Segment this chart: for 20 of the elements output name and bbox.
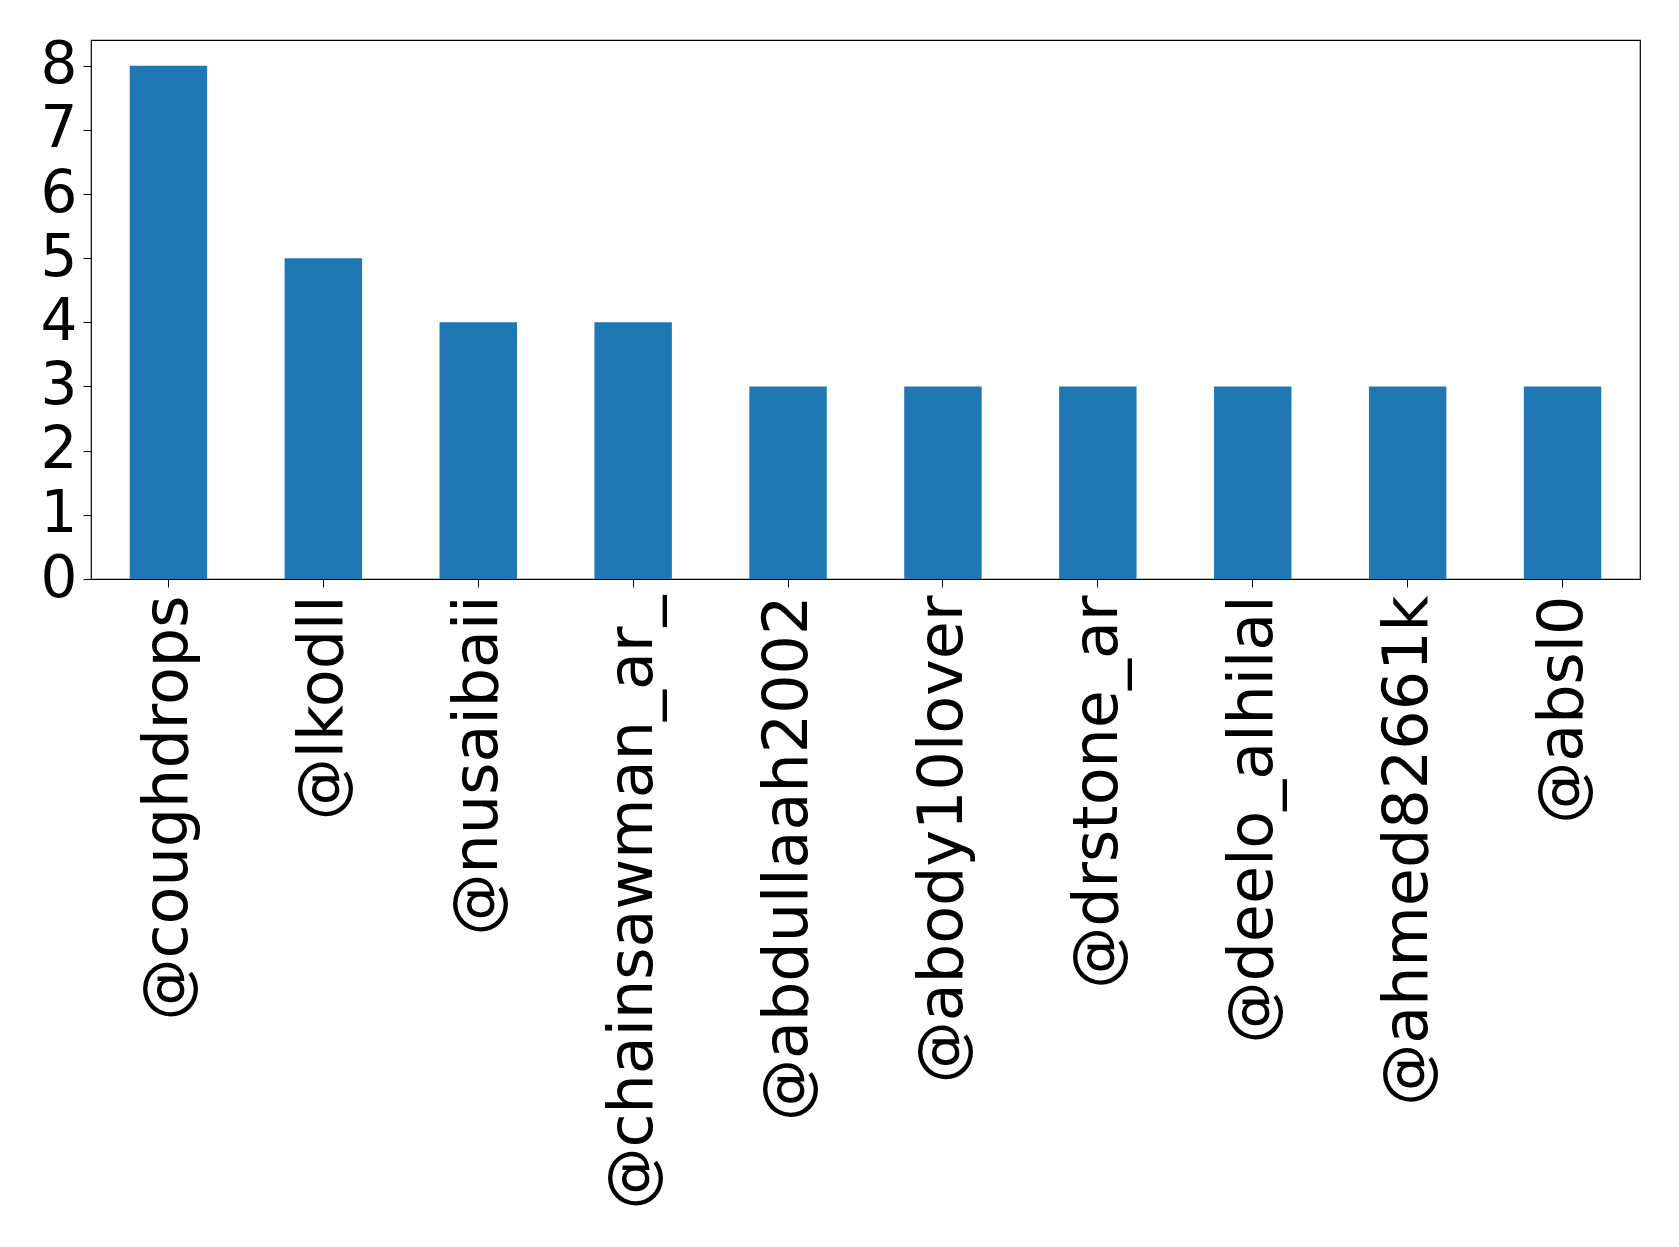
- x-tick-label: @abdullaah2002: [749, 595, 823, 1122]
- x-tick-label: @ahmed82661k: [1368, 595, 1442, 1106]
- bar: [284, 258, 363, 579]
- bar: [439, 322, 517, 579]
- bar: [1214, 386, 1292, 579]
- x-tick-label: @coughdrops: [129, 595, 203, 1021]
- bar: [1059, 386, 1137, 579]
- x-tick-label: @lkodll: [284, 595, 358, 821]
- bar: [1368, 386, 1447, 579]
- x-tick-label: @abody10lover: [903, 595, 977, 1084]
- x-tick-label: @absl0: [1523, 595, 1597, 824]
- bar: [749, 386, 827, 579]
- bar: [904, 386, 982, 579]
- x-tick-label: @drstone_ar: [1058, 594, 1132, 989]
- x-tick-label: @deelo_alhilal: [1213, 595, 1287, 1044]
- bar: [1523, 386, 1602, 579]
- x-tick-label: @chainsawman_ar_: [594, 594, 668, 1210]
- x-tick-label: @nusaibaii: [439, 595, 513, 936]
- bar: [129, 65, 208, 579]
- bar: [594, 322, 672, 579]
